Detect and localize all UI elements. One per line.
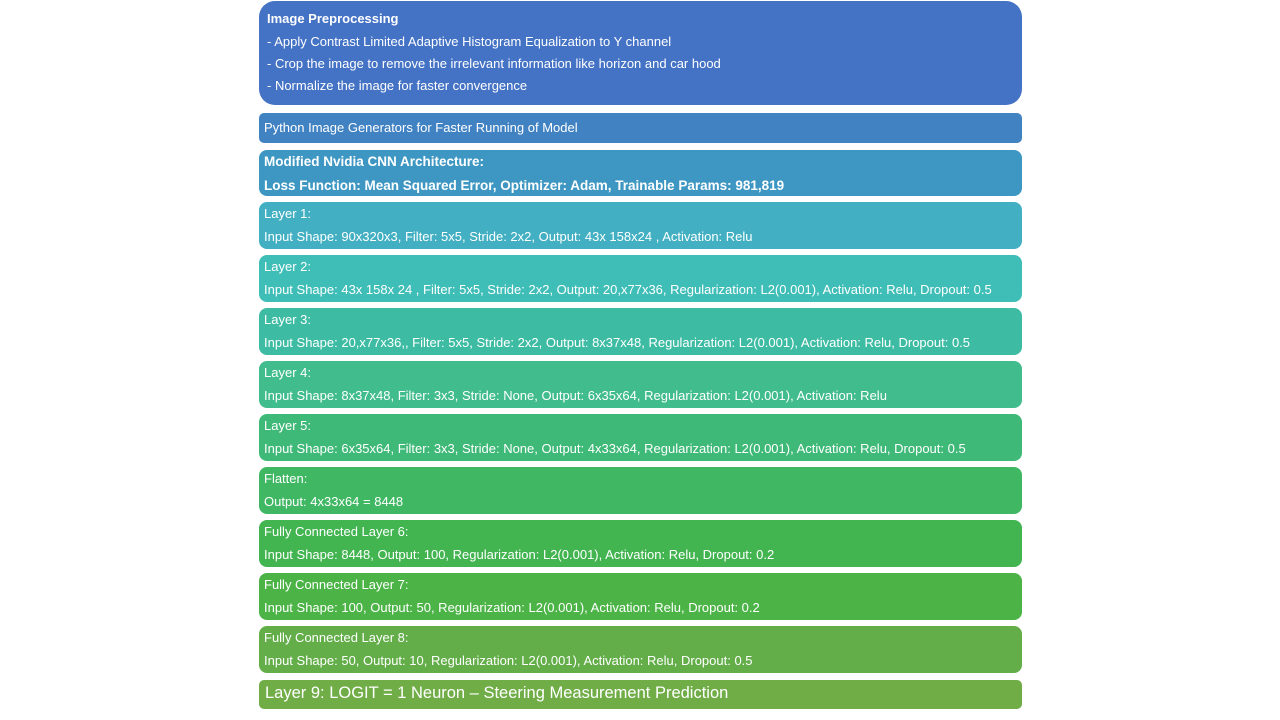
- preprocessing-step-2: - Crop the image to remove the irrelevan…: [267, 56, 721, 71]
- fc-layer-7-block: Fully Connected Layer 7: Input Shape: 10…: [259, 573, 1022, 620]
- layer-2-block: Layer 2: Input Shape: 43x 158x 24 , Filt…: [259, 255, 1022, 302]
- preprocessing-title: Image Preprocessing: [267, 11, 399, 26]
- generators-text: Python Image Generators for Faster Runni…: [264, 120, 578, 135]
- flatten-block: Flatten: Output: 4x33x64 = 8448: [259, 467, 1022, 514]
- fc-layer-6-details: Input Shape: 8448, Output: 100, Regulari…: [264, 547, 775, 562]
- layer-3-title: Layer 3:: [264, 312, 311, 327]
- preprocessing-step-3: - Normalize the image for faster converg…: [267, 78, 528, 93]
- fc-layer-8-block: Fully Connected Layer 8: Input Shape: 50…: [259, 626, 1022, 673]
- architecture-training-info: Loss Function: Mean Squared Error, Optim…: [264, 178, 785, 193]
- fc-layer-7-details: Input Shape: 100, Output: 50, Regulariza…: [264, 600, 760, 615]
- layer-4-block: Layer 4: Input Shape: 8x37x48, Filter: 3…: [259, 361, 1022, 408]
- layer-1-title: Layer 1:: [264, 206, 311, 221]
- layer-1-details: Input Shape: 90x320x3, Filter: 5x5, Stri…: [264, 229, 753, 244]
- generators-block: Python Image Generators for Faster Runni…: [259, 113, 1022, 143]
- fc-layer-8-details: Input Shape: 50, Output: 10, Regularizat…: [264, 653, 753, 668]
- flatten-title: Flatten:: [264, 471, 308, 486]
- fc-layer-6-title: Fully Connected Layer 6:: [264, 524, 409, 539]
- layer-5-title: Layer 5:: [264, 418, 311, 433]
- layer-9-logit-block: Layer 9: LOGIT = 1 Neuron – Steering Mea…: [259, 680, 1022, 709]
- architecture-title: Modified Nvidia CNN Architecture:: [264, 154, 485, 169]
- layer-4-title: Layer 4:: [264, 365, 311, 380]
- layer-2-title: Layer 2:: [264, 259, 311, 274]
- layer-9-text: Layer 9: LOGIT = 1 Neuron – Steering Mea…: [265, 684, 729, 702]
- layer-3-details: Input Shape: 20,x77x36,, Filter: 5x5, St…: [264, 335, 971, 350]
- fc-layer-8-title: Fully Connected Layer 8:: [264, 630, 409, 645]
- preprocessing-block: Image Preprocessing - Apply Contrast Lim…: [259, 1, 1022, 105]
- layer-3-block: Layer 3: Input Shape: 20,x77x36,, Filter…: [259, 308, 1022, 355]
- layer-5-block: Layer 5: Input Shape: 6x35x64, Filter: 3…: [259, 414, 1022, 461]
- architecture-block: Modified Nvidia CNN Architecture: Loss F…: [259, 150, 1022, 196]
- layer-4-details: Input Shape: 8x37x48, Filter: 3x3, Strid…: [264, 388, 887, 403]
- layer-1-block: Layer 1: Input Shape: 90x320x3, Filter: …: [259, 202, 1022, 249]
- preprocessing-step-1: - Apply Contrast Limited Adaptive Histog…: [267, 34, 672, 49]
- layer-2-details: Input Shape: 43x 158x 24 , Filter: 5x5, …: [264, 282, 992, 297]
- fc-layer-7-title: Fully Connected Layer 7:: [264, 577, 409, 592]
- fc-layer-6-block: Fully Connected Layer 6: Input Shape: 84…: [259, 520, 1022, 567]
- flatten-details: Output: 4x33x64 = 8448: [264, 494, 404, 509]
- layer-5-details: Input Shape: 6x35x64, Filter: 3x3, Strid…: [264, 441, 966, 456]
